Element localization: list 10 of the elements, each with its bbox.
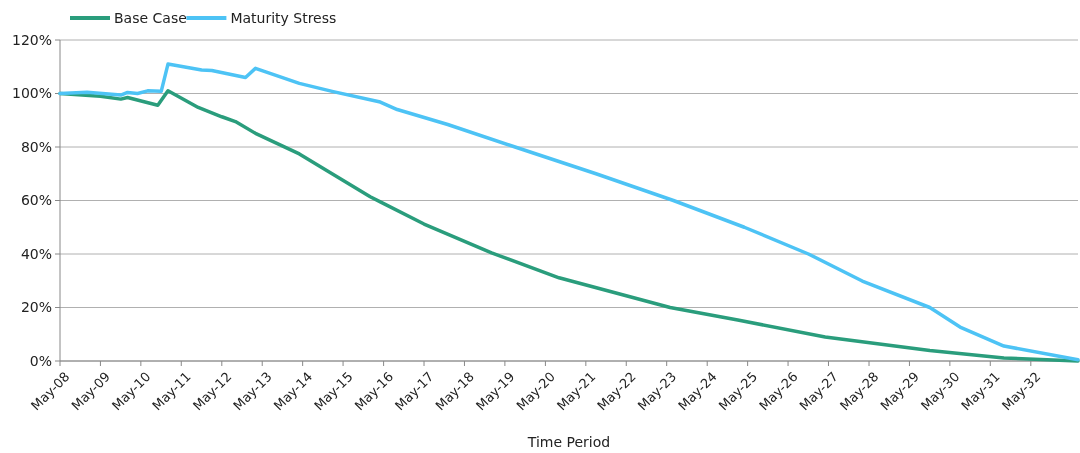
y-tick-label: 0%: [29, 352, 52, 369]
y-tick-label: 80%: [20, 138, 52, 155]
legend-label: Maturity Stress: [230, 10, 337, 26]
legend-label: Base Case: [114, 10, 187, 26]
y-tick-label: 60%: [20, 192, 52, 209]
y-tick-label: 100%: [11, 85, 52, 102]
y-tick-label: 40%: [20, 245, 52, 262]
y-tick-label: 20%: [20, 299, 52, 316]
x-axis-title: Time Period: [526, 434, 611, 450]
y-tick-label: 120%: [11, 31, 52, 48]
